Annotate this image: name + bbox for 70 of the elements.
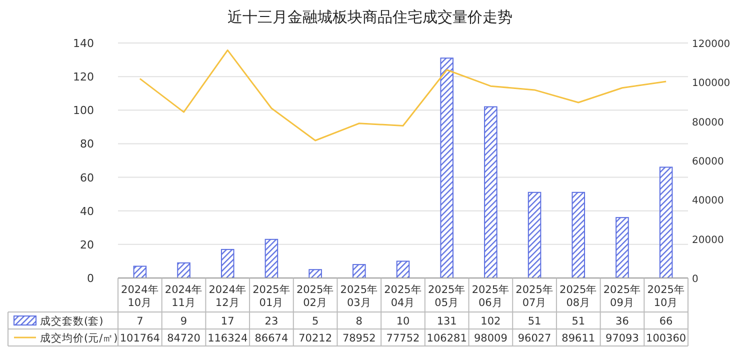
data-label: 78952 (342, 332, 376, 344)
y-tick-label: 0 (87, 272, 94, 285)
data-label: 106281 (426, 332, 467, 344)
data-label: 70212 (298, 332, 332, 344)
bar (177, 262, 190, 278)
y2-tick-label: 120000 (692, 39, 730, 50)
y2-tick-label: 60000 (692, 156, 724, 168)
data-label: 96027 (518, 332, 552, 344)
y-tick-label: 80 (80, 138, 94, 151)
data-label: 23 (264, 316, 278, 328)
data-label: 51 (528, 316, 542, 328)
data-label: 8 (356, 316, 362, 328)
y-tick-label: 100 (73, 104, 94, 118)
legend-label: 成交套数(套) (40, 314, 104, 328)
x-tick-label: 2025年02月 (296, 284, 334, 309)
data-label: 77752 (386, 332, 420, 344)
x-tick-label: 2025年08月 (560, 284, 598, 309)
data-label: 100360 (646, 332, 686, 344)
data-label: 66 (659, 316, 674, 328)
x-tick-label: 2025年06月 (472, 284, 510, 309)
y-tick-label: 120 (73, 70, 94, 84)
data-label: 5 (312, 316, 319, 328)
data-label: 89611 (562, 332, 596, 344)
bar (352, 264, 366, 278)
bar (264, 238, 278, 278)
data-label: 51 (572, 316, 586, 328)
line-series (139, 49, 667, 142)
y2-tick-label: 40000 (692, 196, 724, 207)
data-label: 102 (480, 316, 501, 328)
bar (440, 58, 454, 278)
data-label: 36 (616, 316, 630, 328)
data-label: 9 (180, 316, 188, 328)
y2-tick-label: 100000 (692, 78, 730, 90)
x-tick-label: 2025年07月 (516, 284, 554, 309)
y-tick-label: 140 (73, 37, 94, 50)
y2-tick-label: 80000 (692, 117, 724, 128)
x-tick-label: 2024年11月 (164, 284, 203, 309)
x-tick-label: 2025年01月 (252, 284, 290, 309)
data-label: 131 (436, 316, 457, 328)
data-label: 116324 (208, 332, 248, 344)
y2-tick-label: 20000 (692, 234, 724, 246)
bar (396, 260, 410, 278)
x-tick-label: 2025年05月 (428, 284, 466, 309)
data-label: 86674 (254, 332, 288, 344)
bar (572, 192, 586, 278)
bar (528, 192, 542, 278)
x-tick-label: 2025年10月 (647, 284, 685, 309)
legend-label: 成交均价(元/㎡) (40, 332, 118, 344)
data-label: 101764 (120, 332, 160, 344)
bar (484, 106, 498, 278)
data-label: 10 (396, 316, 410, 328)
data-label: 7 (136, 316, 144, 328)
y-tick-label: 20 (80, 238, 94, 252)
y-tick-label: 60 (80, 171, 94, 184)
y-tick-label: 40 (80, 204, 94, 218)
x-tick-label: 2024年10月 (121, 284, 159, 309)
x-tick-label: 2025年03月 (340, 284, 378, 309)
data-label: 98009 (474, 332, 508, 344)
bar (659, 166, 673, 278)
bar (308, 269, 322, 278)
bar (220, 248, 234, 278)
x-tick-label: 2024年12月 (208, 284, 246, 309)
data-label: 17 (220, 316, 234, 328)
x-tick-label: 2025年04月 (384, 284, 422, 309)
chart-title: 近十三月金融城板块商品住宅成交量价走势 (228, 8, 512, 26)
bar (616, 217, 629, 278)
data-label: 84720 (167, 332, 200, 344)
y2-tick-label: 0 (692, 274, 698, 285)
x-tick-label: 2025年09月 (603, 284, 642, 309)
data-label: 97093 (606, 332, 639, 344)
